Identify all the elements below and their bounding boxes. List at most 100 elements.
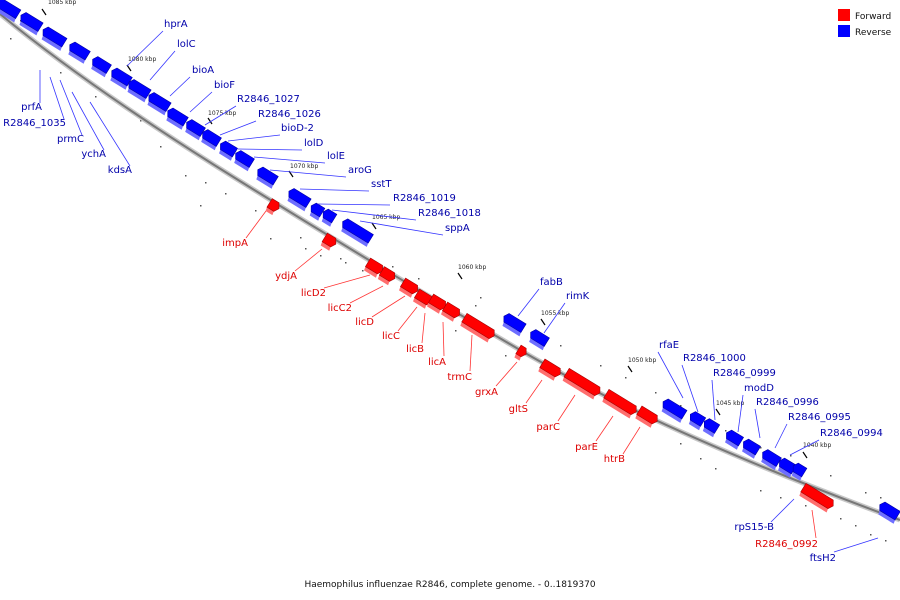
gene-label-licb[interactable]: licB	[406, 344, 424, 355]
reverse-gene-arrow[interactable]	[182, 118, 206, 141]
reverse-gene-arrow[interactable]	[526, 328, 550, 351]
reverse-gene-arrow[interactable]	[338, 217, 374, 247]
reverse-gene-arrow[interactable]	[65, 40, 91, 64]
forward-gene-arrow[interactable]	[799, 482, 836, 513]
gene-label-licd2[interactable]: licD2	[301, 288, 326, 299]
forward-gene-arrow[interactable]	[265, 198, 282, 217]
gene-label-biod-2[interactable]: bioD-2	[281, 123, 314, 134]
gene-label-fabb[interactable]: fabB	[540, 277, 563, 288]
gene-label-modd[interactable]: modD	[744, 383, 774, 394]
reverse-gene-arrow[interactable]	[788, 462, 808, 481]
gene-label-r2846-0995[interactable]: R2846_0995	[788, 412, 851, 423]
gene-label-r2846-1026[interactable]: R2846_1026	[258, 109, 321, 120]
reverse-gene-arrow[interactable]	[107, 66, 133, 90]
forward-gene-arrow[interactable]	[426, 293, 448, 315]
gene-label-prmc[interactable]: prmC	[57, 134, 84, 145]
gene-arrow-side	[219, 149, 233, 161]
reverse-gene-arrow[interactable]	[284, 187, 312, 212]
gene-arrow-side	[514, 353, 521, 361]
reverse-gene-arrow[interactable]	[686, 410, 707, 431]
gene-label-bioa[interactable]: bioA	[192, 65, 214, 76]
forward-gene-arrow[interactable]	[562, 367, 603, 400]
gene-label-ftsh2[interactable]: ftsH2	[810, 553, 836, 564]
gene-label-rfae[interactable]: rfaE	[659, 340, 679, 351]
forward-gene-arrow[interactable]	[440, 301, 462, 323]
gene-arrow-body	[743, 438, 761, 456]
gene-label-ycha[interactable]: ychA	[81, 149, 106, 160]
forward-gene-arrow[interactable]	[602, 388, 639, 419]
label-leader-r2846-1019	[317, 203, 391, 206]
gene-label-arog[interactable]: aroG	[348, 165, 372, 176]
gene-label-grxa[interactable]: grxA	[475, 387, 498, 398]
reverse-gene-arrow[interactable]	[875, 500, 900, 524]
gene-label-lica[interactable]: licA	[428, 357, 446, 368]
gene-label-impa[interactable]: impA	[222, 238, 248, 249]
reverse-gene-arrow[interactable]	[124, 78, 152, 103]
gene-label-biof[interactable]: bioF	[214, 80, 235, 91]
reverse-gene-arrow[interactable]	[306, 202, 326, 221]
gene-label-kdsa[interactable]: kdsA	[108, 165, 132, 176]
gene-label-htrb[interactable]: htrB	[604, 454, 625, 465]
gene-label-r2846-1018[interactable]: R2846_1018	[418, 208, 481, 219]
reverse-gene-arrow[interactable]	[16, 11, 44, 36]
gene-label-r2846-0999[interactable]: R2846_0999	[713, 368, 776, 379]
reverse-gene-arrow[interactable]	[318, 208, 338, 227]
gene-label-rps15-b[interactable]: rpS15-B	[734, 522, 774, 533]
gene-label-licc2[interactable]: licC2	[328, 303, 352, 314]
reverse-gene-arrow[interactable]	[144, 91, 172, 116]
reverse-gene-arrow[interactable]	[758, 448, 782, 471]
reverse-gene-arrow[interactable]	[231, 149, 255, 172]
gene-label-sstt[interactable]: sstT	[371, 179, 392, 190]
forward-gene-arrow[interactable]	[514, 344, 529, 362]
gene-label-r2846-0992[interactable]: R2846_0992	[755, 539, 818, 550]
gene-label-r2846-1000[interactable]: R2846_1000	[683, 353, 746, 364]
gene-features[interactable]	[0, 0, 900, 524]
reverse-gene-arrow[interactable]	[658, 397, 688, 423]
gene-arrow-body	[92, 56, 112, 74]
gene-label-r2846-0996[interactable]: R2846_0996	[756, 397, 819, 408]
reverse-gene-arrow[interactable]	[775, 457, 797, 478]
gene-arrow-body	[111, 67, 133, 87]
reverse-gene-arrow[interactable]	[88, 55, 112, 78]
gene-label-ydja[interactable]: ydjA	[275, 271, 297, 282]
forward-gene-arrow[interactable]	[635, 405, 660, 429]
gene-label-hpra[interactable]: hprA	[164, 19, 188, 30]
forward-gene-arrow[interactable]	[363, 257, 385, 279]
gene-label-pare[interactable]: parE	[575, 442, 598, 453]
forward-gene-arrow[interactable]	[460, 312, 497, 343]
forward-gene-arrow[interactable]	[377, 266, 397, 287]
reverse-gene-arrow[interactable]	[0, 0, 22, 23]
gene-label-r2846-1019[interactable]: R2846_1019	[393, 193, 456, 204]
gene-label-r2846-1027[interactable]: R2846_1027	[237, 94, 300, 105]
label-leader-r2846-0999	[711, 379, 716, 421]
gene-label-licd[interactable]: licD	[355, 317, 374, 328]
gene-label-glts[interactable]: gltS	[509, 404, 528, 415]
reverse-gene-arrow[interactable]	[700, 417, 721, 438]
gene-label-r2846-1035[interactable]: R2846_1035	[3, 118, 66, 129]
reverse-gene-arrow[interactable]	[38, 25, 68, 51]
gene-label-lolc[interactable]: lolC	[177, 39, 196, 50]
gene-label-parc[interactable]: parC	[536, 422, 560, 433]
forward-gene-arrow[interactable]	[538, 358, 563, 382]
gene-label-licc[interactable]: licC	[382, 331, 400, 342]
forward-gene-arrow[interactable]	[320, 232, 338, 252]
gene-arrow-side	[778, 466, 792, 478]
gene-arrow-side	[68, 50, 86, 64]
gene-label-trmc[interactable]: trmC	[447, 372, 472, 383]
reverse-gene-arrow[interactable]	[739, 438, 761, 459]
gene-label-r2846-0994[interactable]: R2846_0994	[820, 428, 883, 439]
reverse-gene-arrow[interactable]	[253, 165, 279, 189]
gene-label-rimk[interactable]: rimK	[566, 291, 590, 302]
reverse-gene-arrow[interactable]	[198, 128, 222, 151]
gene-label-lole[interactable]: lolE	[327, 151, 345, 162]
reverse-gene-arrow[interactable]	[722, 429, 744, 450]
reverse-gene-arrow[interactable]	[499, 312, 527, 337]
gene-label-prfa[interactable]: prfA	[21, 102, 42, 113]
reverse-gene-arrow[interactable]	[163, 106, 189, 130]
reverse-gene-arrow[interactable]	[216, 140, 238, 161]
gene-label-lold[interactable]: lolD	[304, 138, 324, 149]
forward-gene-arrow[interactable]	[398, 277, 420, 299]
gene-arrow-side	[320, 241, 331, 251]
gene-label-sppa[interactable]: sppA	[445, 223, 470, 234]
